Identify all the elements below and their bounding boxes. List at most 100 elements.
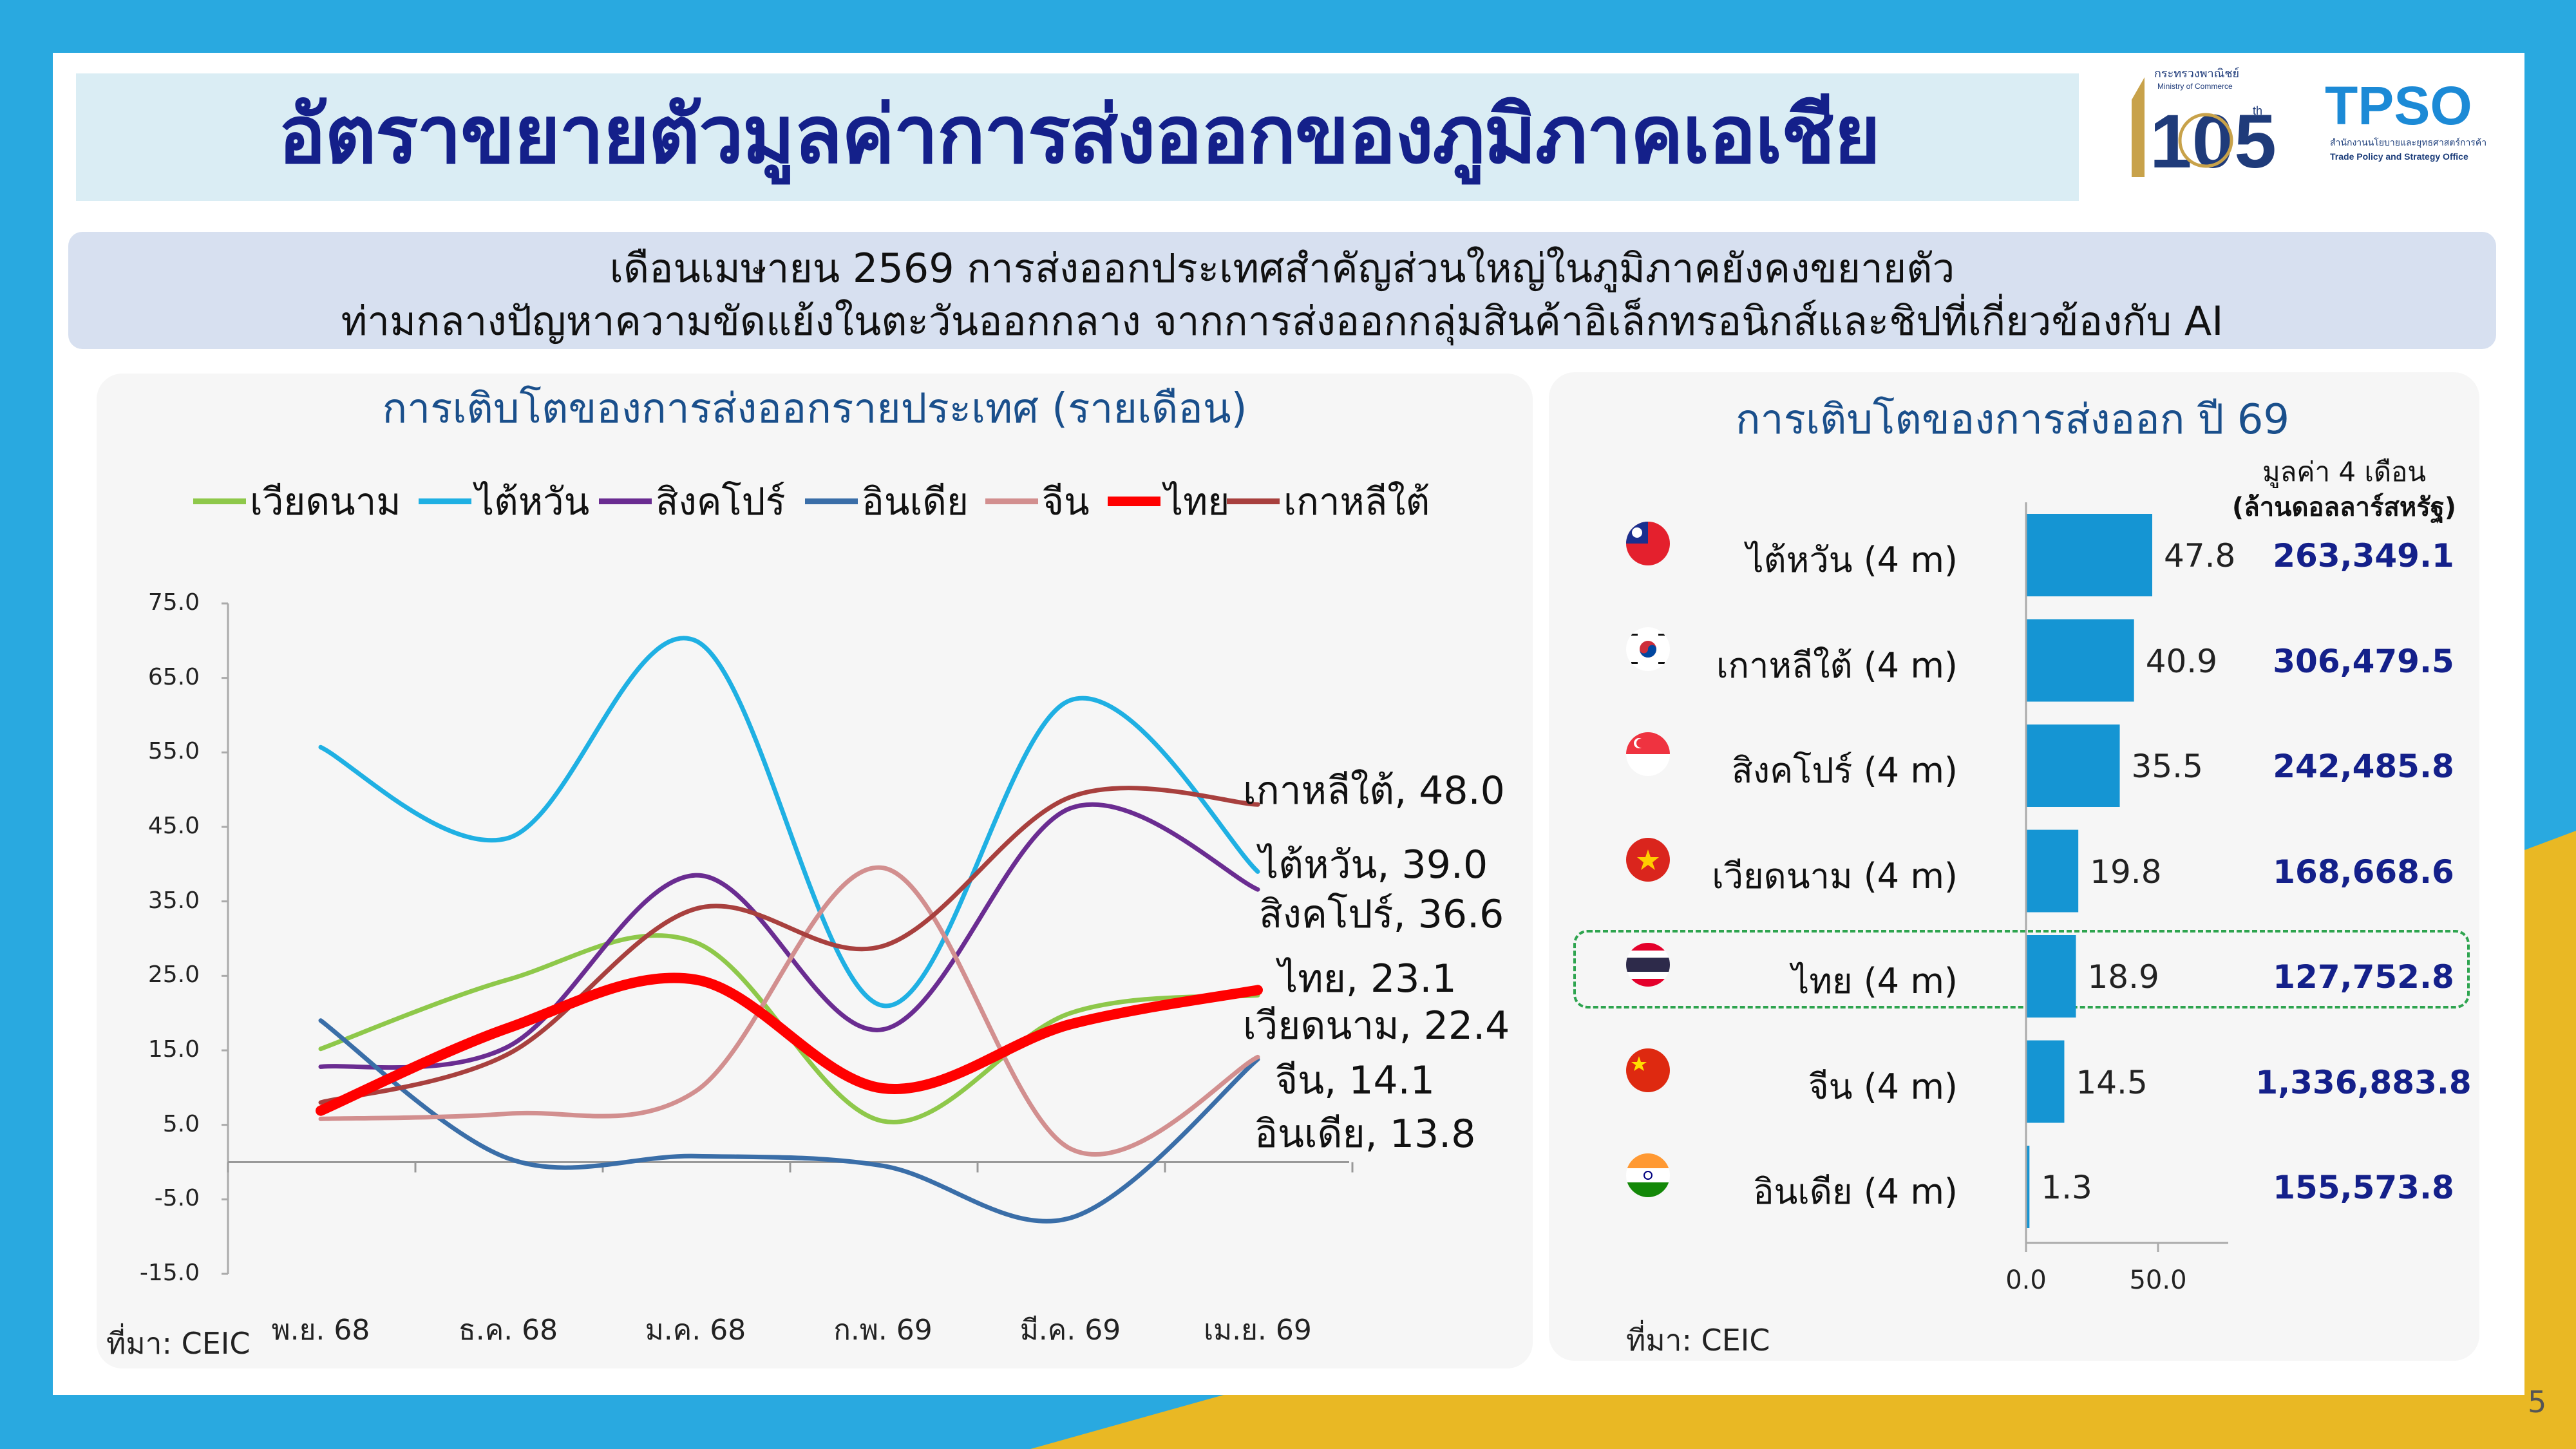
legend-item: เกาหลีใต้: [1227, 475, 1430, 527]
svg-text:กระทรวงพาณิชย์: กระทรวงพาณิชย์: [2154, 67, 2239, 80]
bar-value-label: 40.9: [2145, 642, 2218, 680]
export-amount: 263,349.1: [2273, 537, 2454, 574]
series-end-label: อินเดีย, 13.8: [1255, 1112, 1476, 1157]
y-tick-label: 15.0: [147, 1036, 200, 1063]
legend-swatch: [805, 498, 858, 504]
export-amount: 1,336,883.8: [2255, 1063, 2472, 1101]
summary-box: [68, 232, 2496, 349]
x-tick-label: เม.ย. 69: [1204, 1314, 1312, 1347]
bar-category-label: สิงคโปร์ (4 m): [1731, 750, 1958, 791]
svg-text:Ministry of Commerce: Ministry of Commerce: [2157, 82, 2233, 91]
y-tick-label: -5.0: [154, 1185, 200, 1212]
south-korea-flag-icon: [1626, 627, 1670, 671]
legend-swatch: [599, 498, 652, 504]
legend-swatch: [985, 498, 1038, 504]
bar-category-label: จีน (4 m): [1808, 1066, 1958, 1107]
series-line-1: [318, 636, 1260, 1009]
legend-label: อินเดีย: [862, 479, 969, 524]
legend-swatch: [1108, 496, 1160, 506]
legend-label: จีน: [1042, 479, 1090, 524]
thailand-highlight-box: [1573, 930, 2470, 1009]
summary-line-1: เดือนเมษายน 2569 การส่งออกประเทศสำคัญส่ว…: [609, 245, 1955, 292]
bar-2: [2026, 724, 2120, 807]
y-tick-label: 25.0: [147, 961, 200, 989]
bar-0: [2026, 514, 2152, 596]
series-line-6: [318, 786, 1260, 1105]
bar-x-tick-label: 50.0: [2129, 1265, 2187, 1295]
bar-category-label: อินเดีย (4 m): [1753, 1171, 1958, 1212]
legend-item: เวียดนาม: [193, 475, 401, 527]
export-amount: 242,485.8: [2273, 748, 2454, 785]
line-chart-source: ที่มา: CEIC: [106, 1326, 251, 1361]
bar-x-tick-label: 0.0: [2005, 1265, 2047, 1295]
bar-4: [2026, 935, 2076, 1018]
legend-label: ไต้หวัน: [475, 479, 590, 524]
series-end-label: จีน, 14.1: [1275, 1058, 1435, 1103]
series-end-label: ไทย, 23.1: [1278, 956, 1457, 1001]
legend-item: ไต้หวัน: [419, 475, 589, 527]
bar-6: [2026, 1146, 2030, 1228]
page-title: อัตราขยายตัวมูลค่าการส่งออกของภูมิภาคเอเ…: [278, 89, 1881, 182]
legend-item: สิงคโปร์: [599, 475, 786, 527]
india-flag-icon: [1626, 1153, 1670, 1197]
y-tick-label: 55.0: [147, 738, 200, 765]
svg-text:TPSO: TPSO: [2325, 75, 2472, 136]
bar-category-label: ไทย (4 m): [1792, 961, 1958, 1001]
x-tick-label: พ.ย. 68: [271, 1314, 370, 1347]
tpso-logo: TPSO สำนักงานนโยบายและยุทธศาสตร์การค้า T…: [2318, 70, 2505, 179]
bar-category-label: เวียดนาม (4 m): [1712, 855, 1958, 896]
vietnam-flag-icon: [1626, 837, 1670, 882]
export-amount: 168,668.6: [2273, 853, 2454, 891]
bar-value-label: 35.5: [2131, 748, 2203, 785]
bar-value-label: 18.9: [2087, 958, 2159, 996]
legend-item: ไทย: [1108, 475, 1229, 527]
y-tick-label: -15.0: [139, 1260, 200, 1286]
series-line-3: [318, 1018, 1260, 1224]
x-tick-label: ม.ค. 68: [645, 1314, 746, 1347]
page-number: 5: [2528, 1385, 2547, 1419]
y-tick-label: 35.0: [147, 887, 200, 914]
y-tick-label: 45.0: [147, 813, 200, 839]
legend-label: เกาหลีใต้: [1283, 479, 1430, 524]
x-tick-label: ธ.ค. 68: [458, 1314, 558, 1347]
legend-label: สิงคโปร์: [656, 479, 786, 524]
legend-swatch: [419, 498, 471, 504]
y-tick-label: 65.0: [147, 663, 200, 690]
export-amount: 127,752.8: [2273, 958, 2454, 996]
series-line-4: [318, 865, 1260, 1157]
bar-value-label: 14.5: [2076, 1063, 2148, 1101]
y-tick-label: 5.0: [162, 1110, 200, 1137]
bar-chart-source: ที่มา: CEIC: [1626, 1323, 1770, 1358]
amount-unit: (ล้านดอลลาร์สหรัฐ): [2231, 493, 2457, 522]
line-chart-title: การเติบโตของการส่งออกรายประเทศ (รายเดือน…: [382, 385, 1247, 433]
series-end-label: เกาหลีใต้, 48.0: [1243, 768, 1505, 813]
bar-value-label: 1.3: [2041, 1169, 2092, 1206]
export-amount: 306,479.5: [2273, 642, 2454, 680]
bar-category-label: เกาหลีใต้ (4 m): [1716, 645, 1958, 686]
bar-5: [2026, 1040, 2065, 1123]
legend-label: เวียดนาม: [250, 479, 401, 524]
export-amount: 155,573.8: [2273, 1169, 2454, 1206]
legend-item: อินเดีย: [805, 475, 969, 527]
x-tick-label: มี.ค. 69: [1019, 1314, 1121, 1347]
title-bar: [76, 73, 2079, 201]
annual-growth-panel: [1549, 372, 2479, 1361]
svg-text:Trade Policy and Strategy Offi: Trade Policy and Strategy Office: [2330, 151, 2468, 162]
taiwan-flag-icon: [1626, 522, 1670, 565]
bar-3: [2026, 829, 2079, 913]
svg-text:105: 105: [2150, 99, 2277, 180]
series-line-2: [318, 802, 1260, 1070]
svg-text:th: th: [2253, 104, 2262, 117]
series-end-label: สิงคโปร์, 36.6: [1259, 892, 1504, 937]
bar-1: [2026, 619, 2134, 702]
bar-value-label: 19.8: [2090, 853, 2162, 891]
china-flag-icon: [1626, 1048, 1670, 1092]
series-end-label: เวียดนาม, 22.4: [1243, 1003, 1510, 1048]
summary-line-2: ท่ามกลางปัญหาความขัดแย้งในตะวันออกกลาง จ…: [341, 298, 2224, 345]
series-end-label: ไต้หวัน, 39.0: [1259, 842, 1488, 887]
series-line-5: [316, 972, 1263, 1116]
legend-swatch: [1227, 498, 1280, 504]
svg-text:สำนักงานนโยบายและยุทธศาสตร์การ: สำนักงานนโยบายและยุทธศาสตร์การค้า: [2330, 137, 2486, 148]
